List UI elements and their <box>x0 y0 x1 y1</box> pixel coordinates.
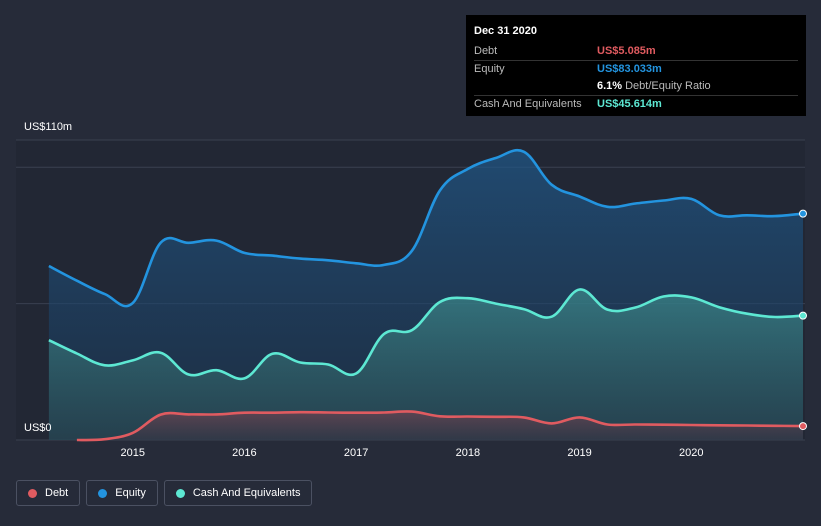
tooltip-ratio-value: 6.1% <box>597 80 623 92</box>
debt-line <box>76 410 804 442</box>
cash-line <box>48 288 804 381</box>
x-tick-label: 2017 <box>343 447 369 459</box>
equity-line <box>48 148 804 308</box>
tooltip-cash-value: US$45.614m <box>597 98 662 110</box>
tooltip-ratio-label: Debt/Equity Ratio <box>625 80 711 92</box>
series-areas <box>48 150 803 441</box>
y-tick-label-zero: US$0 <box>24 422 52 434</box>
tooltip-debt-label: Debt <box>474 45 498 57</box>
tooltip-equity-value: US$83.033m <box>597 63 662 75</box>
x-tick-label: 2015 <box>120 447 145 459</box>
debt-end-marker <box>799 422 807 431</box>
chart-legend: Debt Equity Cash And Equivalents <box>16 480 313 506</box>
equity-legend-dot-icon <box>98 488 108 498</box>
x-tick-label: 2016 <box>232 447 257 459</box>
tooltip-row-equity: Equity US$83.033m <box>474 60 798 78</box>
end-markers <box>799 209 807 431</box>
tooltip-date: Dec 31 2020 <box>474 25 537 37</box>
debt-area <box>76 411 803 441</box>
equity-end-marker <box>799 209 807 218</box>
tooltip-debt-value: US$5.085m <box>597 45 656 57</box>
x-tick-label: 2018 <box>455 447 481 459</box>
cash-legend-dot-icon <box>175 488 185 498</box>
cash-end-marker <box>799 311 807 320</box>
legend-item-cash[interactable]: Cash And Equivalents <box>163 480 313 506</box>
legend-item-debt[interactable]: Debt <box>16 480 81 506</box>
debt-legend-dot-icon <box>28 488 37 498</box>
tooltip-cash-label: Cash And Equivalents <box>474 98 582 110</box>
series-lines <box>48 148 804 442</box>
y-tick-label-max: US$110m <box>24 121 73 133</box>
tooltip-row-cash: Cash And Equivalents US$45.614m <box>474 95 798 113</box>
legend-item-equity[interactable]: Equity <box>86 480 158 506</box>
data-tooltip: Dec 31 2020 Debt US$5.085m Equity US$83.… <box>466 15 806 116</box>
legend-label-equity: Equity <box>115 487 146 499</box>
tooltip-row-ratio: 6.1% Debt/Equity Ratio <box>474 78 798 95</box>
x-tick-label: 2020 <box>679 447 704 459</box>
legend-label-cash: Cash And Equivalents <box>192 487 301 499</box>
legend-label-debt: Debt <box>45 487 69 499</box>
tooltip-equity-label: Equity <box>474 63 505 75</box>
tooltip-row-debt: Debt US$5.085m <box>474 43 798 60</box>
x-tick-label: 2019 <box>567 447 592 459</box>
cash-area <box>48 289 803 440</box>
